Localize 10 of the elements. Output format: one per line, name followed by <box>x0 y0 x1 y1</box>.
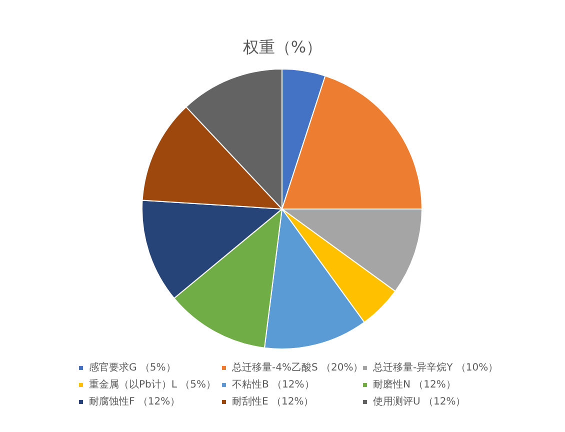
legend-label: 耐腐蚀性F （12%） <box>89 396 180 408</box>
legend-label: 耐刮性E （12%） <box>232 396 314 408</box>
legend-label: 感官要求G （5%） <box>89 362 176 374</box>
legend-label: 总迁移量-异辛烷Y （10%） <box>372 362 498 374</box>
legend-label: 不粘性B （12%） <box>232 378 314 390</box>
legend-label: 总迁移量-4%乙酸S （20%） <box>231 362 364 374</box>
chart-title: 权重（%） <box>242 38 322 56</box>
legend-label: 重金属（以Pb计）L （5%） <box>89 378 216 390</box>
legend-label: 耐磨性N （12%） <box>373 378 456 390</box>
legend-label: 使用测评U （12%） <box>373 396 466 408</box>
